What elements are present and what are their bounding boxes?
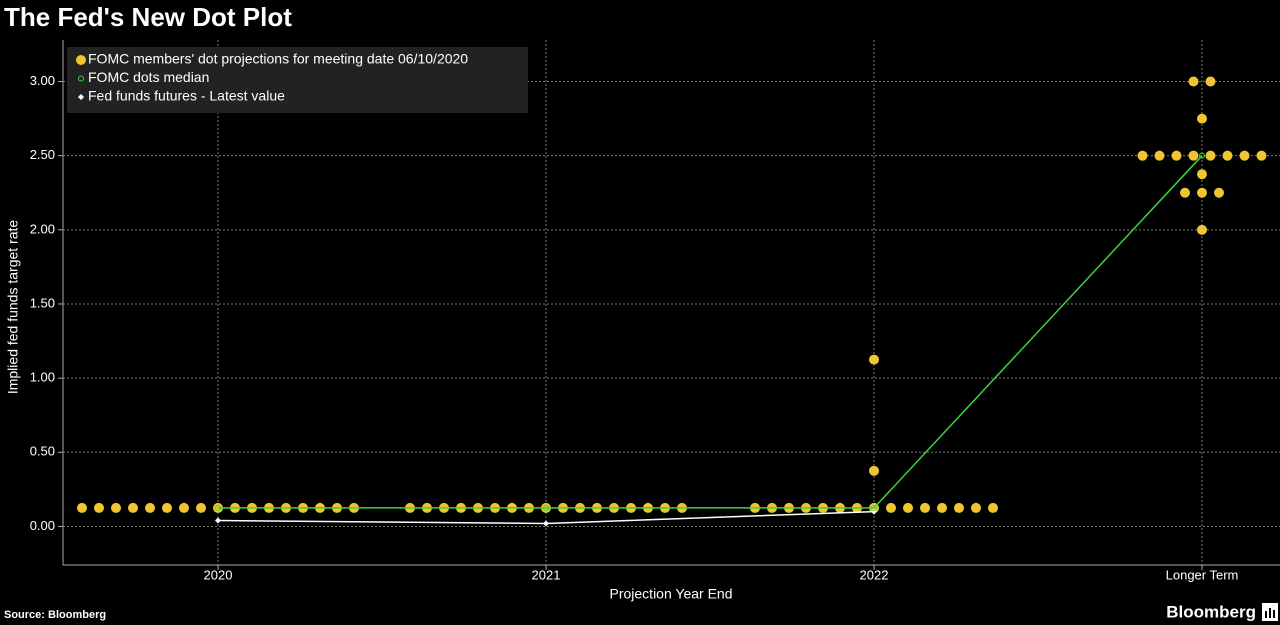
source: Source: Bloomberg xyxy=(4,609,106,621)
member-dot xyxy=(1205,76,1216,87)
member-dot xyxy=(1256,150,1267,161)
member-dot xyxy=(869,465,879,476)
median-marker xyxy=(871,504,877,511)
member-dot xyxy=(77,502,87,513)
legend-label: FOMC dots median xyxy=(88,69,209,85)
member-dot xyxy=(1197,187,1207,198)
legend-swatch xyxy=(76,55,86,65)
legend-label: Fed funds futures - Latest value xyxy=(88,88,285,104)
y-tick-label: 2.50 xyxy=(30,147,55,162)
member-dot xyxy=(1205,150,1216,161)
member-dot xyxy=(179,502,189,513)
member-dot xyxy=(94,502,104,513)
x-tick-label: 2020 xyxy=(204,567,233,582)
brand-icon xyxy=(1262,603,1278,621)
median-marker xyxy=(215,504,221,511)
member-dot xyxy=(937,502,947,513)
member-dot xyxy=(903,502,913,513)
member-dot xyxy=(1222,150,1233,161)
median-line xyxy=(218,155,1203,509)
futures-marker xyxy=(543,520,549,527)
member-dot xyxy=(886,502,896,513)
member-dot xyxy=(1239,150,1250,161)
member-dot xyxy=(1197,224,1207,235)
member-dot xyxy=(954,502,964,513)
legend-swatch xyxy=(78,94,84,100)
legend-box xyxy=(67,47,528,113)
member-dot xyxy=(1137,150,1148,161)
member-dot xyxy=(1197,169,1207,180)
chart-title: The Fed's New Dot Plot xyxy=(4,2,292,32)
brand: Bloomberg xyxy=(1166,602,1256,621)
legend-swatch xyxy=(78,75,84,82)
y-tick-label: 0.50 xyxy=(30,444,55,459)
x-tick-label: 2021 xyxy=(532,567,561,582)
legend-label: FOMC members' dot projections for meetin… xyxy=(88,51,468,67)
member-dot xyxy=(1171,150,1182,161)
y-tick-label: 3.00 xyxy=(30,73,55,88)
x-tick-label: Longer Term xyxy=(1166,567,1239,582)
y-axis-label: Implied fed funds target rate xyxy=(5,220,21,395)
member-dot xyxy=(1188,150,1199,161)
futures-marker xyxy=(215,517,221,524)
member-dot xyxy=(196,502,206,513)
member-dot xyxy=(988,502,998,513)
member-dot xyxy=(1188,76,1199,87)
legend: FOMC members' dot projections for meetin… xyxy=(67,47,528,113)
member-dot xyxy=(162,502,172,513)
x-tick-label: 2022 xyxy=(860,567,889,582)
member-dot xyxy=(145,502,155,513)
member-dot xyxy=(920,502,930,513)
member-dot xyxy=(869,354,879,365)
median-marker xyxy=(543,504,549,511)
y-tick-label: 1.00 xyxy=(30,370,55,385)
y-tick-label: 1.50 xyxy=(30,295,55,310)
member-dot xyxy=(1180,187,1190,198)
y-tick-label: 0.00 xyxy=(30,518,55,533)
member-dot xyxy=(1214,187,1224,198)
member-dot xyxy=(128,502,138,513)
member-dot xyxy=(1154,150,1165,161)
member-dot xyxy=(111,502,121,513)
member-dot xyxy=(971,502,981,513)
median-marker xyxy=(1199,152,1205,159)
member-dot xyxy=(1197,113,1207,124)
plot-area: 0.00 0.50 1.00 1.50 2.00 2.50 3.00 2020 2021 2022… xyxy=(30,40,1280,582)
x-axis-label: Projection Year End xyxy=(610,586,733,602)
y-tick-label: 2.00 xyxy=(30,221,55,236)
